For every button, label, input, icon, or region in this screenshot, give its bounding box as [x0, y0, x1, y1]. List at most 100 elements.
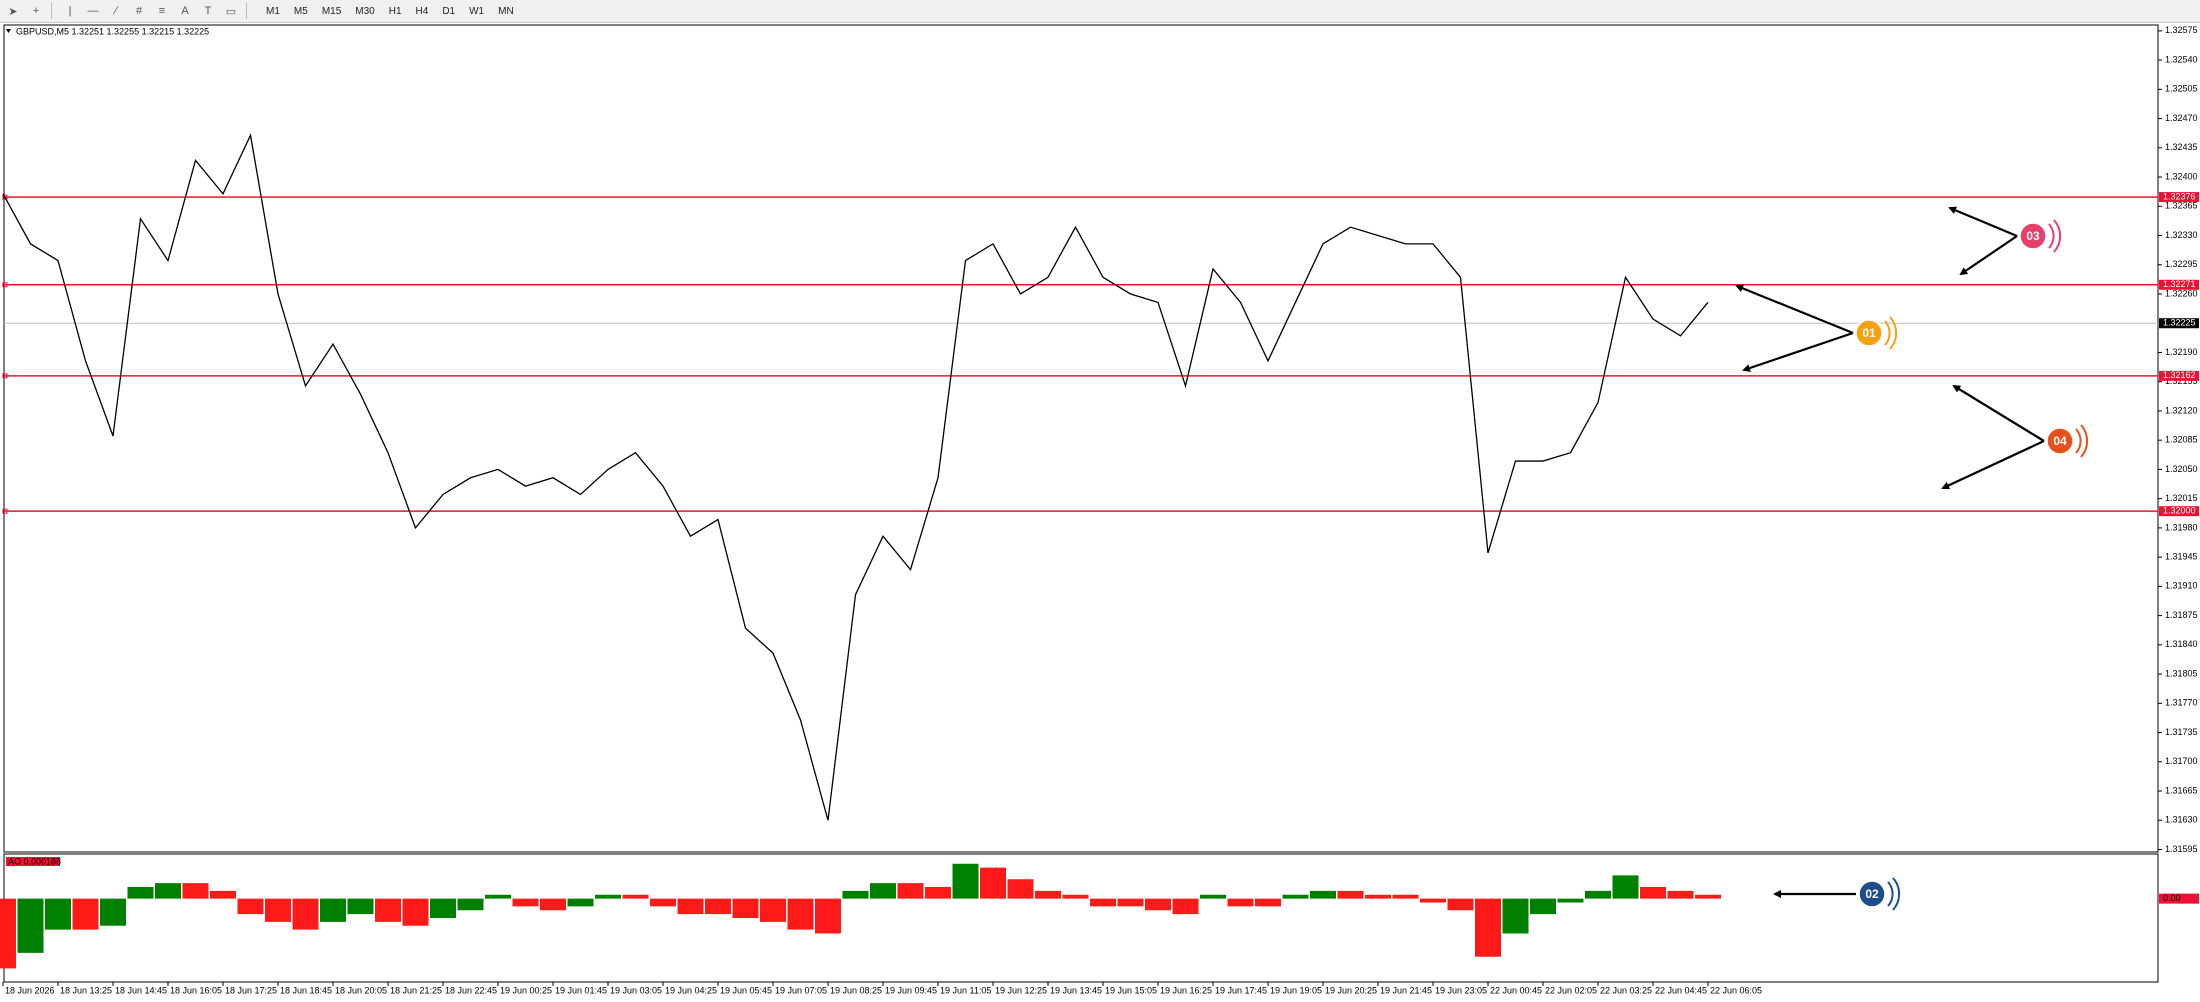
timeframes: M1 M5 M15 M30 H1 H4 D1 W1 MN	[252, 3, 520, 20]
x-tick-label: 19 Jun 15:05	[1105, 985, 1157, 995]
oscillator-bar	[677, 898, 704, 915]
y-tick-label: 1.32190	[2165, 347, 2198, 357]
oscillator-bar	[457, 898, 484, 911]
oscillator-title: AO 0.000188	[8, 856, 61, 866]
osc-tick-label: 0.00	[2163, 893, 2181, 903]
fibo-tool[interactable]: ≡	[158, 5, 166, 17]
x-tick-label: 22 Jun 00:45	[1490, 985, 1542, 995]
y-tick-label: 1.31910	[2165, 581, 2198, 591]
oscillator-bar	[292, 898, 319, 930]
oscillator-bar	[0, 898, 16, 969]
annotation-wave	[1887, 881, 1894, 907]
x-tick-label: 19 Jun 19:05	[1270, 985, 1322, 995]
timeframe-button[interactable]: M1	[266, 5, 280, 17]
title-arrow	[6, 29, 11, 33]
oscillator-bar	[1502, 898, 1529, 934]
channel-tool[interactable]: #	[135, 5, 143, 17]
oscillator-bar	[1585, 890, 1611, 899]
timeframe-button[interactable]: H4	[415, 5, 429, 17]
x-tick-label: 19 Jun 00:25	[500, 985, 552, 995]
cursor-tool[interactable]: ➤	[8, 5, 18, 18]
vline-tool[interactable]: |	[68, 5, 72, 17]
y-tick-label: 1.32155	[2165, 376, 2198, 386]
y-tick-label: 1.32295	[2165, 259, 2198, 269]
y-tick-label: 1.31805	[2165, 668, 2198, 678]
shapes-tool[interactable]: ▭	[225, 5, 237, 18]
y-tick-label: 1.31735	[2165, 727, 2198, 737]
annotation-wave	[2075, 428, 2082, 454]
oscillator-bar	[100, 898, 126, 926]
x-tick-label: 19 Jun 01:45	[555, 985, 607, 995]
annotation-circle	[1855, 319, 1883, 347]
annotation-arrow	[1742, 331, 1854, 372]
level-label: 1.32162	[2163, 370, 2196, 380]
timeframe-button[interactable]: W1	[469, 5, 485, 17]
oscillator-bar	[595, 894, 621, 899]
level-label: 1.32271	[2163, 279, 2196, 289]
level-label-box	[2159, 279, 2199, 290]
oscillator-bar	[760, 898, 786, 922]
oscillator-bar	[127, 887, 154, 899]
timeframe-button[interactable]: M15	[321, 5, 342, 17]
level-label: 1.32000	[2163, 506, 2196, 516]
oscillator-bar	[1557, 898, 1584, 903]
oscillator-bar	[842, 890, 869, 899]
oscillator-bar	[980, 867, 1006, 899]
x-tick-label: 19 Jun 20:25	[1325, 985, 1377, 995]
y-tick-label: 1.32365	[2165, 201, 2198, 211]
x-tick-label: 19 Jun 12:25	[995, 985, 1047, 995]
x-tick-label: 22 Jun 06:05	[1710, 985, 1762, 995]
annotation-label: 01	[1862, 326, 1876, 340]
y-tick-label: 1.32015	[2165, 493, 2198, 503]
oscillator-bar	[732, 898, 759, 918]
x-tick-label: 18 Jun 18:45	[280, 985, 332, 995]
y-tick-label: 1.32540	[2165, 54, 2198, 64]
timeframe-button[interactable]: M5	[293, 5, 308, 17]
oscillator-bar	[1145, 898, 1171, 911]
oscillator-bar	[1035, 890, 1061, 899]
x-tick-label: 18 Jun 21:25	[390, 985, 442, 995]
timeframe-button[interactable]: M30	[355, 5, 375, 17]
separator	[51, 3, 52, 19]
oscillator-bar	[1310, 890, 1336, 899]
x-tick-label: 19 Jun 08:25	[830, 985, 882, 995]
separator	[246, 3, 247, 19]
level-label-box	[2159, 192, 2199, 203]
y-tick-label: 1.31980	[2165, 522, 2198, 532]
oscillator-bar	[1447, 898, 1474, 911]
oscillator-bar	[237, 898, 264, 915]
annotation-circle	[2046, 427, 2074, 455]
text-tool[interactable]: A	[181, 5, 189, 17]
oscillator-bar	[952, 863, 979, 899]
y-tick-label: 1.32505	[2165, 84, 2198, 94]
oscillator-bar	[320, 898, 346, 922]
x-tick-label: 19 Jun 16:25	[1160, 985, 1212, 995]
annotation-wave	[1884, 320, 1891, 346]
annotation-circle	[2019, 222, 2047, 250]
level-label: 1.32376	[2163, 191, 2196, 201]
label-tool[interactable]: T	[204, 5, 212, 17]
x-tick-label: 19 Jun 05:45	[720, 985, 772, 995]
x-tick-label: 18 Jun 16:05	[170, 985, 222, 995]
y-tick-label: 1.32435	[2165, 142, 2198, 152]
x-tick-label: 22 Jun 02:05	[1545, 985, 1597, 995]
annotation-label: 02	[1865, 887, 1879, 901]
timeframe-button[interactable]: D1	[442, 5, 456, 17]
x-tick-label: 19 Jun 17:45	[1215, 985, 1267, 995]
y-tick-label: 1.31840	[2165, 639, 2198, 649]
level-label-box	[2159, 506, 2199, 517]
timeframe-button[interactable]: H1	[388, 5, 402, 17]
hline-tool[interactable]: —	[87, 5, 99, 17]
trendline-tool[interactable]: ∕	[115, 5, 117, 17]
timeframe-button[interactable]: MN	[498, 5, 514, 17]
crosshair-tool[interactable]: +	[32, 5, 40, 17]
x-tick-label: 18 Jun 13:25	[60, 985, 112, 995]
y-tick-label: 1.32330	[2165, 230, 2198, 240]
oscillator-bar	[1392, 894, 1419, 899]
x-tick-label: 19 Jun 09:45	[885, 985, 937, 995]
y-tick-label: 1.31665	[2165, 785, 2198, 795]
chart: GBPUSD,M5 1.32251 1.32255 1.32215 1.3222…	[0, 24, 2199, 995]
main-frame	[3, 24, 2159, 853]
x-tick-label: 18 Jun 2026	[5, 985, 55, 995]
y-tick-label: 1.31770	[2165, 698, 2198, 708]
